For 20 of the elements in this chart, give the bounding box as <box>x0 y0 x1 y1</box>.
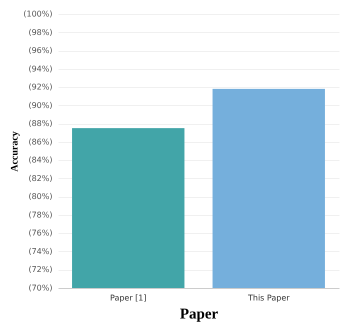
y-tick-label: (80%) <box>28 192 52 202</box>
y-tick-label: (90%) <box>28 100 52 110</box>
y-axis-title: Accuracy <box>9 131 20 172</box>
y-tick-label: (76%) <box>28 228 52 238</box>
y-tick-label: (84%) <box>28 156 52 165</box>
y-tick-label: (94%) <box>28 64 52 74</box>
y-tick-label: (74%) <box>28 246 52 256</box>
y-tick-label: (72%) <box>28 265 52 274</box>
y-tick-label: (88%) <box>28 119 52 128</box>
y-tick-label: (70%) <box>28 284 52 292</box>
y-tick-label: (98%) <box>28 28 52 37</box>
x-tick-label: This Paper <box>246 294 290 302</box>
y-tick-label: (86%) <box>28 137 52 146</box>
y-tick-label: (78%) <box>28 210 52 220</box>
x-tick-label: Paper [1] <box>110 294 147 302</box>
x-axis-title: Paper <box>180 306 218 322</box>
y-tick-label: (100%) <box>23 10 52 18</box>
y-tick-label: (96%) <box>28 46 52 56</box>
y-tick-label: (82%) <box>28 174 52 183</box>
y-tick-label: (92%) <box>28 82 52 92</box>
